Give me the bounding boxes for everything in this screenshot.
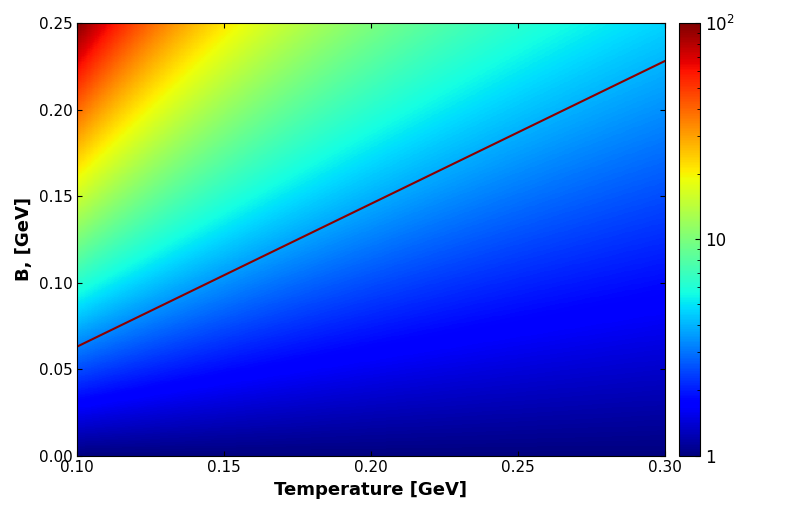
Y-axis label: B, [GeV]: B, [GeV]: [15, 197, 33, 281]
X-axis label: Temperature [GeV]: Temperature [GeV]: [274, 481, 467, 499]
